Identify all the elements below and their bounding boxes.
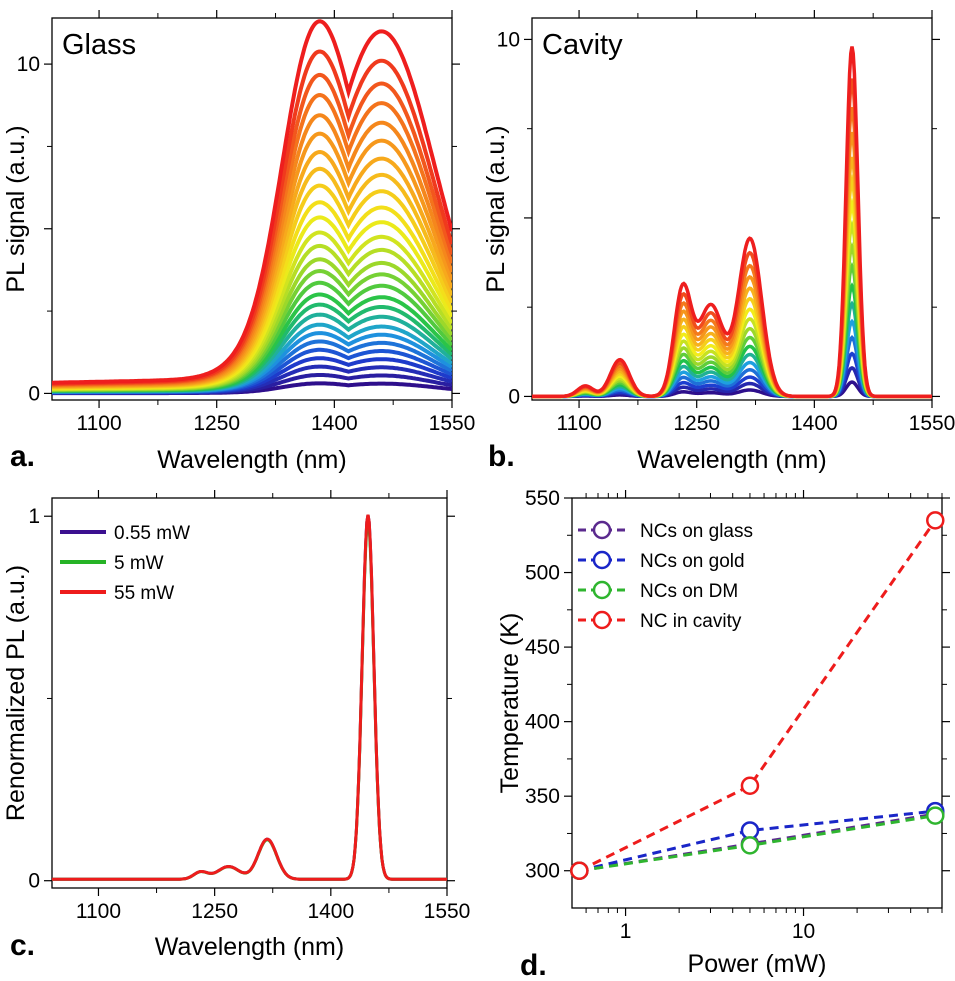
chart-panel-b: 1100 1250 1400 1550 0 10 Wavelength (nm) PL sig… [482, 10, 955, 474]
plot-frame [51, 17, 453, 401]
chart-panel-c: 1100 1250 1400 1550 0 1 Wavelength (nm) Renorma… [2, 490, 470, 962]
data-point [570, 861, 589, 880]
x-tick-label: 1100 [76, 900, 121, 923]
data-point [740, 836, 760, 855]
y-tick-label: 10 [17, 53, 40, 76]
legend-label: NC in cavity [640, 611, 742, 632]
legend: NCs on glass NCs on gold NCs on DM NC in ca… [578, 520, 753, 632]
data-point [926, 806, 945, 825]
x-tick-label: 1250 [191, 900, 238, 923]
x-tick-label: 1400 [307, 900, 354, 923]
legend-label: NCs on DM [640, 581, 738, 602]
panel-letter: d. [520, 949, 547, 981]
y-tick-label: 0 [28, 870, 40, 893]
x-axis-label: Power (mW) [688, 950, 827, 978]
series-3 [570, 511, 945, 880]
y-tick-label: 350 [525, 785, 560, 808]
legend-label: 0.55 mW [114, 523, 190, 544]
series-line-0 [52, 514, 447, 881]
legend-marker [592, 520, 612, 540]
spectra-group [532, 46, 932, 399]
plot-frame [51, 497, 448, 889]
y-tick-label: 1 [28, 505, 40, 528]
y-axis-label: PL signal (a.u.) [2, 125, 30, 292]
panel-title: Cavity [542, 29, 623, 61]
y-axis-label: Temperature (K) [496, 613, 524, 794]
x-tick-label: 1400 [791, 412, 838, 435]
data-point [740, 821, 760, 840]
series-line-2 [52, 514, 447, 881]
panel-letter: c. [10, 929, 35, 962]
legend-label: 55 mW [114, 583, 174, 604]
x-axis-label: Wavelength (nm) [637, 446, 826, 474]
y-tick-label: 0 [28, 382, 40, 405]
spectrum-line [52, 19, 452, 385]
legend-label: NCs on gold [640, 551, 745, 572]
y-tick-label: 10 [497, 28, 520, 51]
panel-letter: a. [10, 440, 35, 473]
spectrum-line [532, 46, 932, 399]
series-line-1 [52, 520, 447, 881]
series-2 [570, 806, 945, 880]
plot-frame [531, 17, 933, 401]
chart-panel-a: 1100 1250 1400 1550 0 10 Wavelength (nm) PL sig… [2, 10, 475, 474]
x-tick-label: 1250 [193, 412, 240, 435]
data-point [926, 511, 945, 530]
y-tick-label: 400 [525, 711, 560, 734]
legend-label: 5 mW [114, 553, 164, 574]
x-tick-label: 1100 [556, 412, 601, 435]
x-tick-label: 1100 [76, 412, 121, 435]
y-tick-label: 450 [525, 636, 560, 659]
x-tick-label: 1250 [673, 412, 720, 435]
x-axis-label: Wavelength (nm) [155, 933, 344, 961]
x-tick-label: 1550 [424, 900, 471, 923]
y-tick-label: 300 [525, 860, 560, 883]
series-line [578, 519, 937, 873]
spectra-group [52, 514, 447, 881]
y-axis-label: Renormalized PL (a.u.) [2, 565, 30, 821]
y-tick-label: 0 [508, 385, 520, 408]
legend-marker [592, 580, 612, 600]
x-axis-label: Wavelength (nm) [157, 446, 346, 474]
spectra-group [52, 19, 452, 396]
panel-title: Glass [62, 29, 136, 61]
y-tick-label: 500 [525, 562, 560, 585]
x-tick-label: 1 [620, 920, 632, 943]
x-tick-label: 1550 [909, 412, 955, 435]
plot-frame [571, 497, 943, 909]
chart-panel-d: 1 10 300 350 400 450 500 550 Power (mW) Temperatu… [496, 487, 950, 981]
y-tick-label: 550 [525, 487, 560, 510]
x-tick-label: 1550 [429, 412, 476, 435]
legend-marker [592, 550, 612, 570]
x-tick-label: 1400 [311, 412, 358, 435]
panel-letter: b. [488, 440, 515, 473]
x-tick-label: 10 [792, 920, 815, 943]
data-point [740, 776, 760, 795]
y-axis-label: PL signal (a.u.) [482, 125, 510, 292]
legend-label: NCs on glass [640, 521, 753, 542]
legend-marker [592, 610, 612, 630]
legend: 0.55 mW 5 mW 55 mW [60, 523, 190, 604]
